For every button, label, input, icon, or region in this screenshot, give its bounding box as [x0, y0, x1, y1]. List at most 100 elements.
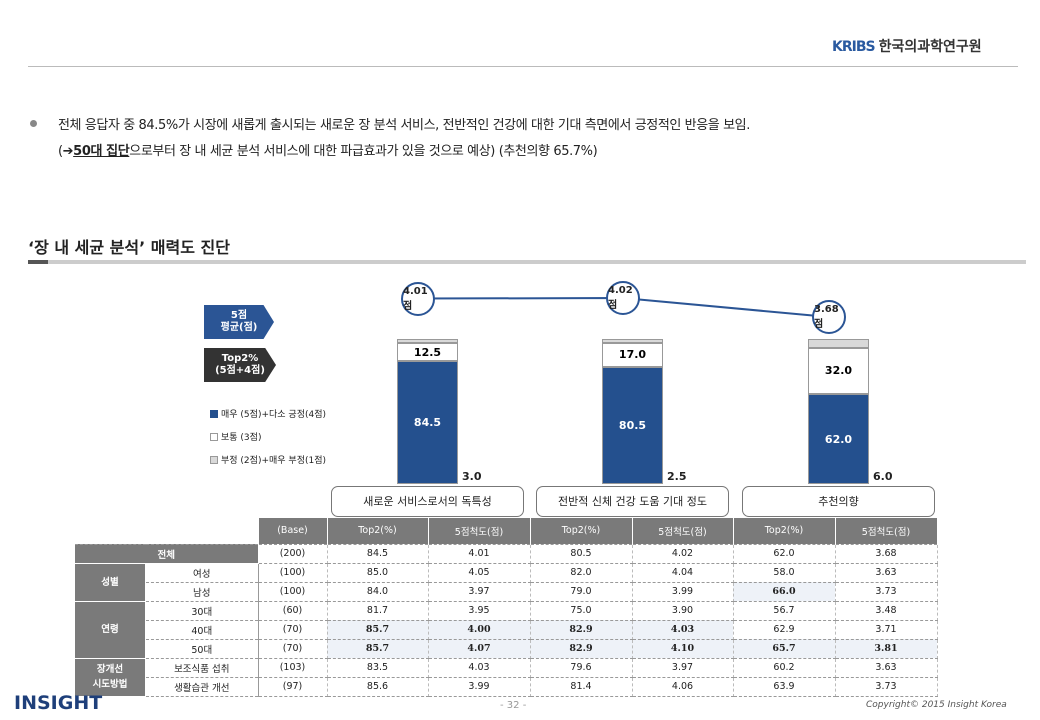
- category-label: 추천의향: [742, 486, 935, 517]
- results-table: (Base) Top2(%) 5점척도(점) Top2(%) 5점척도(점) Top2(%…: [75, 518, 938, 697]
- table-cell: 3.71: [835, 620, 938, 640]
- table-row: 성별 여성 (100) 85.0 4.05 82.0 4.04 58.0 3.63: [75, 563, 938, 602]
- table-cell: 4.10: [632, 639, 734, 659]
- avg-point-label: 4.02점: [606, 281, 640, 315]
- table-cell: (97): [258, 677, 328, 697]
- bar-segment: 17.0: [602, 342, 663, 368]
- table-cell: 3.73: [835, 677, 938, 697]
- column-header: Top2(%): [530, 518, 633, 545]
- bar-value-label: 12.5: [413, 345, 442, 359]
- table-row: 전체 (200) 84.5 4.01 80.5 4.02 62.0 3.68: [75, 544, 938, 564]
- table-header: (Base) Top2(%) 5점척도(점) Top2(%) 5점척도(점) Top2(%…: [75, 518, 938, 545]
- table-row: 장개선 시도방법 보조식품 섭취 (103) 83.5 4.03 79.6 3.97 60.2…: [75, 658, 938, 697]
- table-cell: 82.0: [530, 563, 633, 583]
- row-sub-label: 남성: [145, 582, 259, 602]
- legend-item: 부정 (2점)+매우 부정(1점): [210, 453, 326, 466]
- row-sub-label: 40대: [145, 620, 259, 640]
- table-cell: 84.0: [327, 582, 429, 602]
- column-header: 5점척도(점): [835, 518, 938, 545]
- table-cell: 3.81: [835, 639, 938, 659]
- table-cell: (100): [258, 582, 328, 602]
- bar-segment: [397, 339, 458, 344]
- table-cell: 4.07: [428, 639, 531, 659]
- table-cell: 4.03: [428, 658, 531, 678]
- table-cell: 4.04: [632, 563, 734, 583]
- table-row: 50대 (70) 85.7 4.07 82.9 4.10 65.7 3.81: [75, 639, 938, 659]
- avg-point-label: 4.01점: [401, 281, 435, 316]
- row-sub-label: 50대: [145, 639, 259, 659]
- bar-value-label: 3.0: [462, 470, 482, 483]
- avg-point-label: 3.68점: [812, 300, 846, 335]
- table-cell: 85.7: [327, 639, 429, 659]
- table-cell: 79.6: [530, 658, 633, 678]
- legend-item: 매우 (5점)+다소 긍정(4점): [210, 407, 326, 420]
- table-cell: 3.63: [835, 563, 938, 583]
- legend-swatch: [210, 455, 218, 464]
- section-title: ‘장 내 세균 분석’ 매력도 진단: [28, 238, 230, 257]
- table-cell: 81.4: [530, 677, 633, 697]
- table-cell: 82.9: [530, 620, 633, 640]
- bar-value-label: 2.5: [667, 470, 687, 483]
- table-row: 남성 (100) 84.0 3.97 79.0 3.99 66.0 3.73: [75, 582, 938, 602]
- row-sub-label: 보조식품 섭취: [145, 658, 259, 678]
- column-header: Top2(%): [733, 518, 836, 545]
- table-cell: 4.05: [428, 563, 531, 583]
- header-divider: [28, 66, 1018, 67]
- category-label: 새로운 서비스로서의 독특성: [331, 486, 524, 517]
- table-row: 40대 (70) 85.7 4.00 82.9 4.03 62.9 3.71: [75, 620, 938, 640]
- table-cell: 58.0: [733, 563, 836, 583]
- table-row: 생활습관 개선 (97) 85.6 3.99 81.4 4.06 63.9 3.73: [75, 677, 938, 697]
- column-header: (Base): [258, 518, 328, 545]
- table-cell: 3.68: [835, 544, 938, 564]
- bullet-text-1: 전체 응답자 중 84.5%가 시장에 새롭게 출시되는 새로운 장 분석 서비…: [58, 118, 750, 133]
- legend-label: 매우 (5점)+다소 긍정(4점): [221, 410, 327, 420]
- bar-segment: 84.5: [397, 361, 458, 484]
- table-cell: 3.97: [428, 582, 531, 602]
- bar-segment: 12.5: [397, 343, 458, 362]
- table-cell: (60): [258, 601, 328, 621]
- bar-value-label: 62.0: [824, 432, 853, 446]
- legend-swatch: [210, 432, 218, 441]
- table-cell: 60.2: [733, 658, 836, 678]
- row-group-label: 성별: [75, 563, 147, 602]
- table-cell: (103): [258, 658, 328, 678]
- row-group-label: 연령: [75, 601, 147, 659]
- table-cell: 65.7: [733, 639, 836, 659]
- column-header: 5점척도(점): [632, 518, 734, 545]
- table-cell: 81.7: [327, 601, 429, 621]
- row-sub-label: 생활습관 개선: [145, 677, 259, 697]
- page-number: - 32 -: [500, 700, 527, 711]
- copyright: Copyright© 2015 Insight Korea: [866, 700, 1007, 710]
- table-cell: 82.9: [530, 639, 633, 659]
- bar-segment: [602, 339, 663, 343]
- table-cell: 75.0: [530, 601, 633, 621]
- table-cell: 84.5: [327, 544, 429, 564]
- bar-value-label: 80.5: [618, 419, 647, 433]
- row-sub-label: 여성: [145, 563, 259, 583]
- section-underline: [28, 260, 1026, 264]
- bar-segment: 80.5: [602, 367, 663, 484]
- table-cell: 3.99: [428, 677, 531, 697]
- bar-segment: [808, 339, 869, 348]
- table-cell: (200): [258, 544, 328, 564]
- table-cell: 85.7: [327, 620, 429, 640]
- table-cell: 80.5: [530, 544, 633, 564]
- table-cell: 4.03: [632, 620, 734, 640]
- bar-value-label: 84.5: [413, 416, 442, 430]
- table-cell: 3.73: [835, 582, 938, 602]
- column-header: 5점척도(점): [428, 518, 531, 545]
- bar-value-label: 32.0: [824, 364, 853, 378]
- table-cell: 56.7: [733, 601, 836, 621]
- table-cell: 62.0: [733, 544, 836, 564]
- table-cell: 3.97: [632, 658, 734, 678]
- table-cell: 83.5: [327, 658, 429, 678]
- table-cell: (100): [258, 563, 328, 583]
- table-cell: 4.06: [632, 677, 734, 697]
- table-cell: 3.90: [632, 601, 734, 621]
- table-cell: (70): [258, 639, 328, 659]
- row-sub-label: 30대: [145, 601, 259, 621]
- legend-item: 보통 (3점): [210, 430, 261, 443]
- table-cell: (70): [258, 620, 328, 640]
- legend-label: 보통 (3점): [221, 433, 262, 443]
- avg-score-tag: 5점 평균(점): [204, 305, 274, 339]
